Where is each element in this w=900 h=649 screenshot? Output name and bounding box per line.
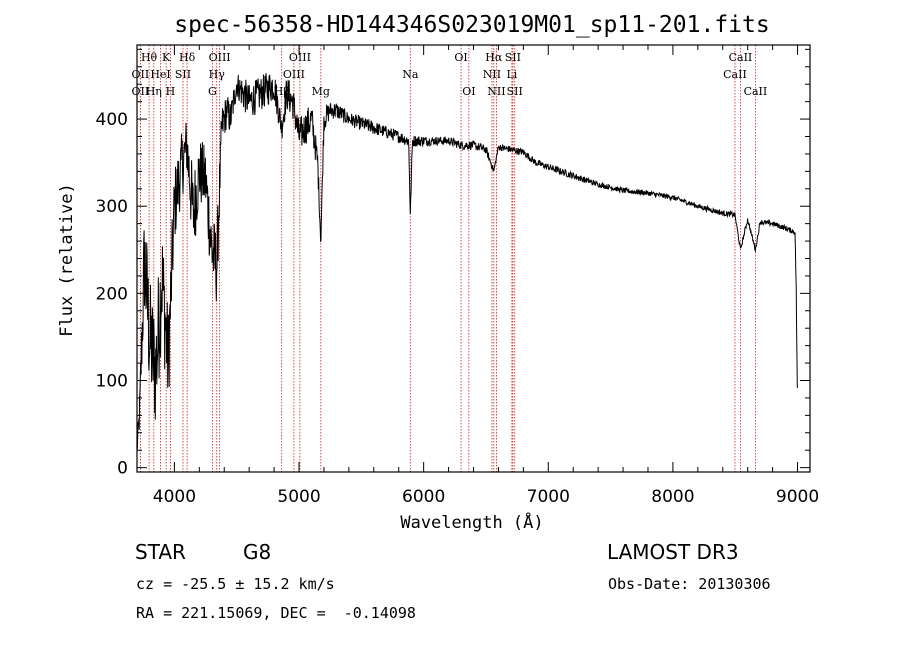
y-tick-label-400: 400 — [96, 110, 128, 130]
spectral-line-label-19: Hα — [485, 51, 503, 64]
spectral-line-label-24: SII — [507, 85, 523, 98]
spectral-line-label-12: OIII — [289, 51, 311, 64]
y-tick-label-200: 200 — [96, 284, 128, 304]
spectral-line-markers — [139, 45, 756, 472]
spectral-line-label-11: G — [208, 85, 217, 98]
y-axis-ticks: 0 100 200 300 400 — [96, 48, 810, 479]
x-tick-label-8000: 8000 — [651, 487, 694, 507]
y-tick-label-300: 300 — [96, 197, 128, 217]
object-subclass: G8 — [243, 540, 272, 564]
spectral-line-label-3: K — [162, 51, 171, 64]
redshift-text: cz = -25.5 ± 15.2 km/s — [136, 575, 335, 593]
spectral-line-label-4: HeI — [150, 68, 170, 81]
x-axis-ticks: 4000 5000 6000 7000 8000 9000 — [153, 45, 819, 507]
spectral-line-label-23: NII — [487, 85, 505, 98]
y-tick-label-0: 0 — [117, 459, 128, 479]
spectral-line-label-1: OII — [132, 68, 150, 81]
spectral-line-label-13: OIII — [283, 68, 305, 81]
x-tick-label-5000: 5000 — [277, 487, 320, 507]
y-tick-label-100: 100 — [96, 372, 128, 392]
spectral-line-label-21: NII — [483, 68, 501, 81]
plot-frame — [136, 44, 811, 473]
spectral-line-label-2: OII — [132, 85, 150, 98]
spectral-line-label-22: Li — [506, 68, 517, 81]
spectral-line-label-16: Na — [402, 68, 419, 81]
coordinates-text: RA = 221.15069, DEC = -0.14098 — [136, 604, 416, 622]
spectral-line-label-18: OI — [462, 85, 475, 98]
spectral-line-label-20: SII — [505, 51, 521, 64]
spectral-line-label-26: CaII — [723, 68, 747, 81]
chart-title: spec-56358-HD144346S023019M01_sp11-201.f… — [174, 12, 769, 38]
spectrum-series — [136, 73, 798, 450]
x-tick-label-9000: 9000 — [776, 487, 819, 507]
spectral-line-label-0: Hθ — [141, 51, 158, 64]
spectral-line-label-7: Hδ — [179, 51, 196, 64]
survey-name: LAMOST DR3 — [607, 540, 739, 564]
spectral-line-label-17: OI — [454, 51, 467, 64]
object-class: STAR — [135, 540, 186, 564]
spectral-line-label-27: CaII — [744, 85, 768, 98]
spectral-line-label-10: Hγ — [209, 68, 226, 81]
obs-date-text: Obs-Date: 20130306 — [608, 575, 771, 593]
spectral-line-label-6: H — [166, 85, 176, 98]
spectral-line-label-15: Mg — [312, 85, 330, 98]
x-axis-label: Wavelength (Å) — [400, 511, 543, 533]
spectral-line-label-8: SII — [175, 68, 191, 81]
spectral-line-label-9: OIII — [209, 51, 231, 64]
x-tick-label-6000: 6000 — [402, 487, 445, 507]
x-tick-label-7000: 7000 — [527, 487, 570, 507]
x-tick-label-4000: 4000 — [153, 487, 196, 507]
y-axis-label: Flux (relative) — [57, 183, 77, 337]
spectral-line-label-5: Hη — [146, 85, 162, 98]
spectral-line-label-25: CaII — [729, 51, 753, 64]
